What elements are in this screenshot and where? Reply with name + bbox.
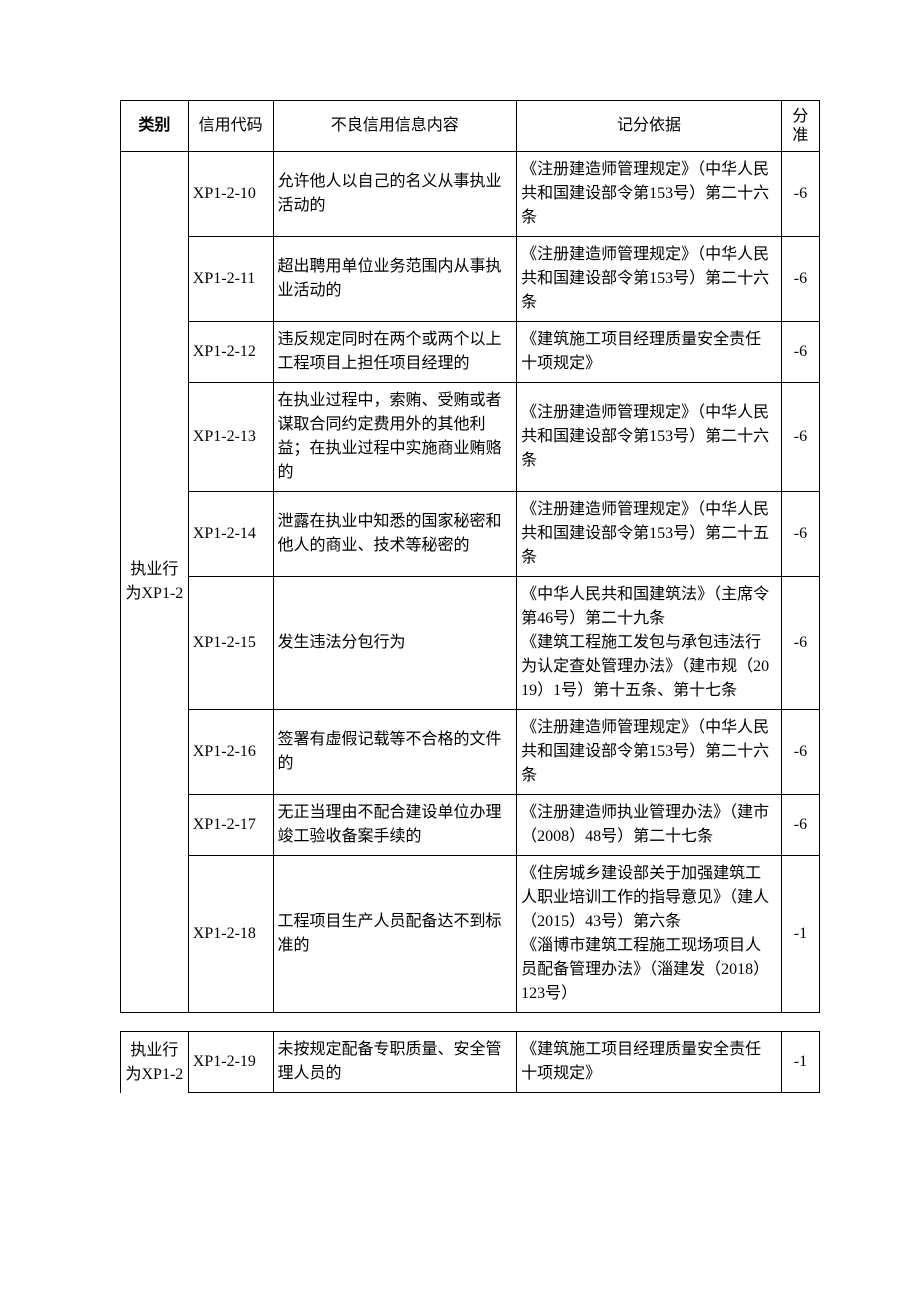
table-row: XP1-2-15发生违法分包行为《中华人民共和国建筑法》（主席令第46号）第二十… bbox=[121, 577, 820, 710]
score-cell: -6 bbox=[781, 577, 819, 710]
table-row: 执业行为XP1-2XP1-2-19未按规定配备专职质量、安全管理人员的《建筑施工… bbox=[121, 1032, 820, 1093]
table-row: XP1-2-13在执业过程中，索贿、受贿或者谋取合同约定费用外的其他利益；在执业… bbox=[121, 383, 820, 492]
score-cell: -6 bbox=[781, 383, 819, 492]
code-cell: XP1-2-14 bbox=[188, 492, 273, 577]
score-cell: -6 bbox=[781, 492, 819, 577]
table-body: 执业行为XP1-2XP1-2-10允许他人以自己的名义从事执业活动的《注册建造师… bbox=[121, 152, 820, 1093]
content-cell: 违反规定同时在两个或两个以上工程项目上担任项目经理的 bbox=[273, 322, 517, 383]
content-cell: 允许他人以自己的名义从事执业活动的 bbox=[273, 152, 517, 237]
code-cell: XP1-2-10 bbox=[188, 152, 273, 237]
table-row: XP1-2-12违反规定同时在两个或两个以上工程项目上担任项目经理的《建筑施工项… bbox=[121, 322, 820, 383]
code-cell: XP1-2-12 bbox=[188, 322, 273, 383]
code-cell: XP1-2-15 bbox=[188, 577, 273, 710]
header-category: 类别 bbox=[121, 101, 189, 152]
content-cell: 发生违法分包行为 bbox=[273, 577, 517, 710]
header-basis: 记分依据 bbox=[517, 101, 782, 152]
score-cell: -6 bbox=[781, 795, 819, 856]
content-cell: 泄露在执业中知悉的国家秘密和他人的商业、技术等秘密的 bbox=[273, 492, 517, 577]
content-cell: 签署有虚假记载等不合格的文件的 bbox=[273, 710, 517, 795]
code-cell: XP1-2-11 bbox=[188, 237, 273, 322]
credit-info-table: 类别 信用代码 不良信用信息内容 记分依据 分准 执业行为XP1-2XP1-2-… bbox=[120, 100, 820, 1093]
table-row: XP1-2-17无正当理由不配合建设单位办理竣工验收备案手续的《注册建造师执业管… bbox=[121, 795, 820, 856]
score-cell: -6 bbox=[781, 152, 819, 237]
score-cell: -6 bbox=[781, 237, 819, 322]
basis-cell: 《注册建造师管理规定》（中华人民共和国建设部令第153号）第二十六条 bbox=[517, 710, 782, 795]
basis-cell: 《注册建造师执业管理办法》（建市（2008）48号）第二十七条 bbox=[517, 795, 782, 856]
spacer-row bbox=[121, 1013, 820, 1032]
table-row: 执业行为XP1-2XP1-2-10允许他人以自己的名义从事执业活动的《注册建造师… bbox=[121, 152, 820, 237]
basis-cell: 《建筑施工项目经理质量安全责任十项规定》 bbox=[517, 1032, 782, 1093]
basis-cell: 《注册建造师管理规定》（中华人民共和国建设部令第153号）第二十六条 bbox=[517, 383, 782, 492]
table-row: XP1-2-16签署有虚假记载等不合格的文件的《注册建造师管理规定》（中华人民共… bbox=[121, 710, 820, 795]
basis-cell: 《住房城乡建设部关于加强建筑工人职业培训工作的指导意见》（建人（2015）43号… bbox=[517, 856, 782, 1013]
content-cell: 无正当理由不配合建设单位办理竣工验收备案手续的 bbox=[273, 795, 517, 856]
header-content: 不良信用信息内容 bbox=[273, 101, 517, 152]
table-row: XP1-2-18工程项目生产人员配备达不到标准的《住房城乡建设部关于加强建筑工人… bbox=[121, 856, 820, 1013]
content-cell: 未按规定配备专职质量、安全管理人员的 bbox=[273, 1032, 517, 1093]
basis-cell: 《中华人民共和国建筑法》（主席令第46号）第二十九条《建筑工程施工发包与承包违法… bbox=[517, 577, 782, 710]
category-cell: 执业行为XP1-2 bbox=[121, 1032, 189, 1093]
header-code: 信用代码 bbox=[188, 101, 273, 152]
content-cell: 在执业过程中，索贿、受贿或者谋取合同约定费用外的其他利益；在执业过程中实施商业贿… bbox=[273, 383, 517, 492]
score-cell: -6 bbox=[781, 322, 819, 383]
content-cell: 工程项目生产人员配备达不到标准的 bbox=[273, 856, 517, 1013]
table-header-row: 类别 信用代码 不良信用信息内容 记分依据 分准 bbox=[121, 101, 820, 152]
table-row: XP1-2-11超出聘用单位业务范围内从事执业活动的《注册建造师管理规定》（中华… bbox=[121, 237, 820, 322]
header-score: 分准 bbox=[781, 101, 819, 152]
table-row: XP1-2-14泄露在执业中知悉的国家秘密和他人的商业、技术等秘密的《注册建造师… bbox=[121, 492, 820, 577]
basis-cell: 《注册建造师管理规定》（中华人民共和国建设部令第153号）第二十六条 bbox=[517, 152, 782, 237]
code-cell: XP1-2-17 bbox=[188, 795, 273, 856]
code-cell: XP1-2-18 bbox=[188, 856, 273, 1013]
score-cell: -6 bbox=[781, 710, 819, 795]
category-cell: 执业行为XP1-2 bbox=[121, 152, 189, 1013]
document-page: 类别 信用代码 不良信用信息内容 记分依据 分准 执业行为XP1-2XP1-2-… bbox=[0, 0, 920, 1193]
score-cell: -1 bbox=[781, 1032, 819, 1093]
code-cell: XP1-2-19 bbox=[188, 1032, 273, 1093]
code-cell: XP1-2-16 bbox=[188, 710, 273, 795]
basis-cell: 《注册建造师管理规定》（中华人民共和国建设部令第153号）第二十五条 bbox=[517, 492, 782, 577]
score-cell: -1 bbox=[781, 856, 819, 1013]
content-cell: 超出聘用单位业务范围内从事执业活动的 bbox=[273, 237, 517, 322]
basis-cell: 《建筑施工项目经理质量安全责任十项规定》 bbox=[517, 322, 782, 383]
code-cell: XP1-2-13 bbox=[188, 383, 273, 492]
basis-cell: 《注册建造师管理规定》（中华人民共和国建设部令第153号）第二十六条 bbox=[517, 237, 782, 322]
